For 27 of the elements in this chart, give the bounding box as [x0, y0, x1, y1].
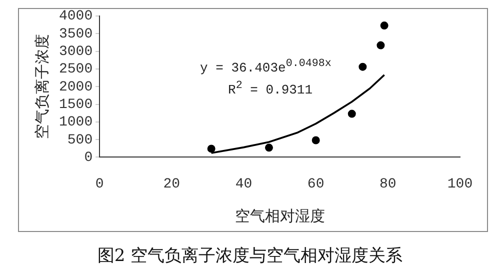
point: [264, 144, 273, 152]
y-tick-label: 0: [84, 150, 93, 166]
point: [380, 22, 388, 30]
x-tick-label: 40: [235, 176, 252, 192]
text: 图2 空气负离子浓度与空气相对湿度关系: [96, 245, 404, 267]
point: [348, 110, 356, 118]
annotation: R$^{2}$ = 0.9311: [228, 80, 313, 98]
point: [207, 144, 216, 153]
y-tick-label: 1500: [58, 96, 93, 113]
y-tick-label: 3000: [58, 44, 93, 60]
y-tick-label: 2500: [58, 62, 93, 78]
y-tick-label: 3500: [58, 26, 93, 42]
x-tick-label: 20: [163, 176, 180, 192]
x-tick-label: 100: [447, 176, 473, 192]
x-tick-label: 60: [307, 176, 324, 192]
y-tick-label: 2000: [58, 79, 93, 96]
point: [358, 62, 367, 71]
point: [376, 41, 385, 50]
x-axis-title: 空气相对湿度: [234, 208, 325, 226]
y-tick-label: 500: [67, 132, 93, 148]
x-tick-label: 0: [95, 176, 104, 192]
point: [312, 136, 320, 144]
x-tick-label: 80: [380, 176, 396, 192]
y-axis-title: 空气负离子浓度: [34, 34, 52, 140]
y-tick-label: 4000: [58, 8, 93, 25]
annotation: y = 36.403e$^{0.0498x}$: [200, 58, 332, 76]
y-tick-label: 1000: [58, 114, 93, 131]
